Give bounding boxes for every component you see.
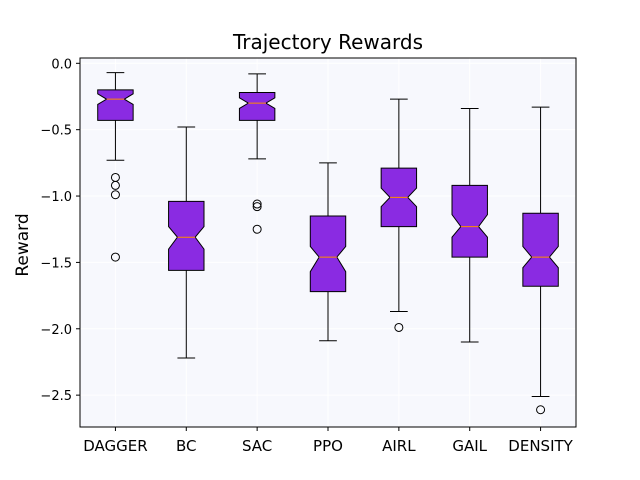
box-density: [522, 106, 559, 415]
box-bc: [168, 126, 205, 359]
outlier-point: [252, 202, 262, 212]
box-body: [522, 212, 559, 287]
boxes-layer: [97, 72, 559, 415]
y-tick-label: −1.5: [40, 256, 72, 271]
y-tick-label: −0.5: [40, 124, 72, 139]
x-tick-label-ppo: PPO: [313, 437, 343, 455]
box-ppo: [309, 162, 347, 342]
y-tick-label: −1.0: [40, 190, 72, 205]
outlier-point: [110, 252, 120, 262]
box-gail: [451, 107, 488, 343]
box-body: [451, 184, 488, 258]
x-tick-label-gail: GAIL: [452, 437, 487, 455]
y-tick-label: 0.0: [51, 57, 72, 72]
x-tick-label-sac: SAC: [242, 437, 272, 455]
y-tick-label: −2.0: [40, 323, 72, 338]
x-tick-label-dagger: DAGGER: [83, 437, 147, 455]
box-body: [309, 215, 347, 293]
outlier-point: [110, 180, 120, 190]
box-airl: [380, 98, 418, 332]
box-body: [168, 200, 205, 271]
x-tick-label-density: DENSITY: [508, 437, 573, 455]
box-body: [238, 92, 276, 121]
x-tick-label-airl: AIRL: [382, 437, 416, 455]
y-axis-label: Reward: [13, 213, 33, 276]
x-tick-label-bc: BC: [176, 437, 197, 455]
outlier-point: [252, 199, 262, 209]
outlier-point: [536, 405, 546, 415]
outlier-point: [394, 322, 404, 332]
box-sac: [238, 73, 276, 234]
axes-layer: 0.0 −0.5 −1.0 −1.5 −2.0 −2.5 DAGGER BC SAC PPO AIR…: [40, 57, 577, 455]
y-tick-label: −2.5: [40, 389, 72, 404]
box-body: [97, 89, 134, 121]
box-dagger: [97, 72, 134, 262]
outlier-point: [110, 190, 120, 200]
chart-title: Trajectory Rewards: [232, 30, 423, 54]
outlier-point: [252, 224, 262, 234]
